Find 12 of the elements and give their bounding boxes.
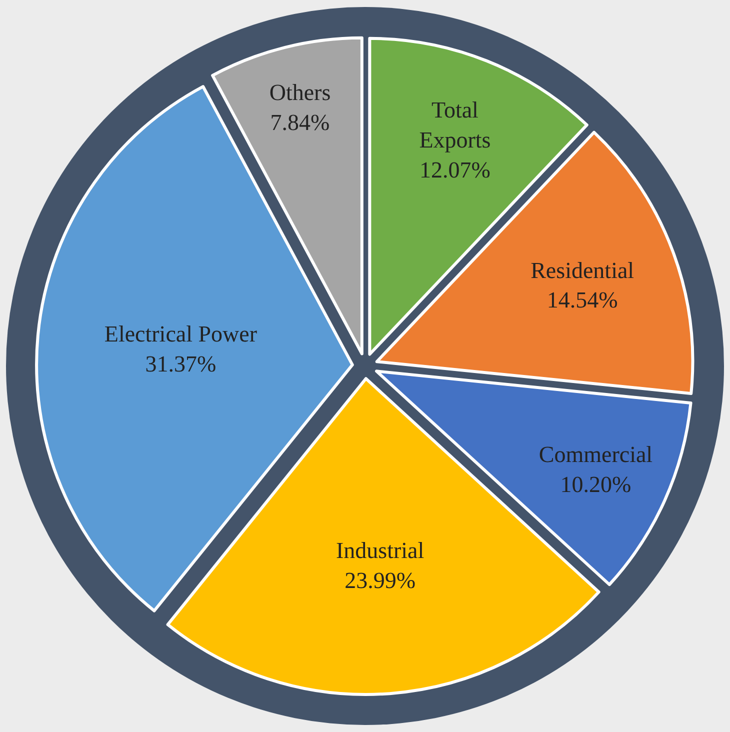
slice-label: Residential (530, 258, 634, 283)
data-label: 12.07% (420, 158, 490, 182)
slice-label: Electrical Power (104, 321, 258, 346)
slice-label: Total Exports (419, 98, 491, 153)
data-label: 10.20% (560, 472, 632, 497)
slice-label: Industrial (336, 538, 424, 564)
data-label: 7.84% (270, 110, 330, 135)
slice-label: Commercial (538, 442, 653, 467)
data-label: 31.37% (145, 351, 216, 376)
slice-label: Others (269, 80, 331, 106)
data-label: 23.99% (344, 568, 416, 594)
data-label: 14.54% (546, 288, 618, 313)
